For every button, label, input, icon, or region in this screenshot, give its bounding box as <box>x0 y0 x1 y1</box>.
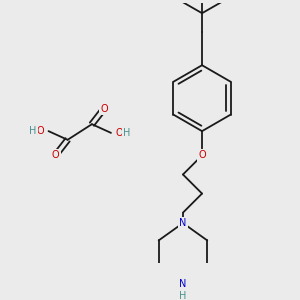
Text: O: O <box>100 103 108 114</box>
Text: H: H <box>29 126 36 136</box>
Text: N: N <box>179 218 187 228</box>
Text: H: H <box>179 291 187 300</box>
Text: O: O <box>52 150 59 161</box>
Text: O: O <box>198 150 206 161</box>
Text: O: O <box>115 128 123 138</box>
Text: O: O <box>37 126 44 136</box>
Text: N: N <box>179 279 187 289</box>
Text: H: H <box>123 128 130 138</box>
